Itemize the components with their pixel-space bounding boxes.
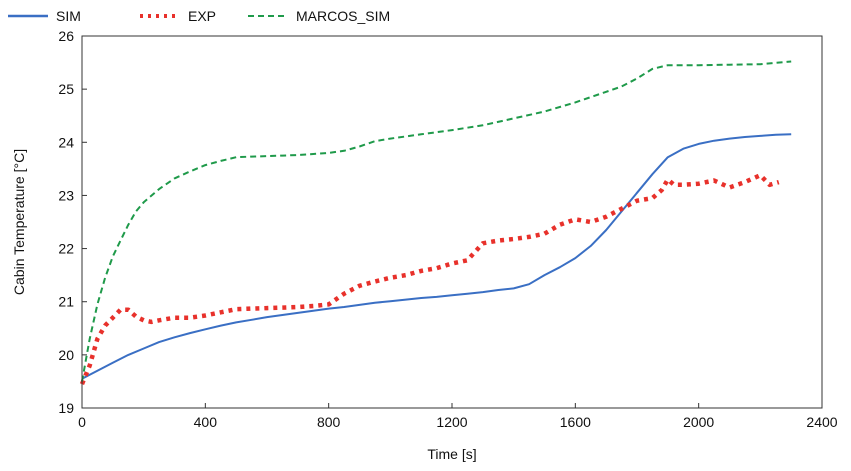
legend-label-exp: EXP (188, 8, 216, 24)
series-layer (79, 60, 792, 385)
y-tick-label: 26 (58, 28, 74, 44)
x-tick-label: 1600 (560, 414, 591, 430)
y-tick-label: 25 (58, 81, 74, 97)
y-axis-label: Cabin Temperature [°C] (11, 149, 27, 295)
legend: SIM EXP MARCOS_SIM (8, 8, 390, 24)
x-axis-label: Time [s] (427, 446, 476, 462)
series-line-sim (81, 133, 792, 380)
y-axis: 19 20 21 22 23 24 25 26 (58, 28, 87, 416)
legend-label-marcos-sim: MARCOS_SIM (296, 8, 390, 24)
x-tick-label: 1200 (436, 414, 467, 430)
y-tick-label: 24 (58, 134, 74, 150)
x-tick-label: 0 (78, 414, 86, 430)
y-tick-label: 20 (58, 347, 74, 363)
x-tick-label: 400 (194, 414, 218, 430)
y-tick-label: 21 (58, 294, 74, 310)
legend-item-exp: EXP (140, 8, 216, 24)
legend-item-sim: SIM (8, 8, 81, 24)
legend-item-marcos-sim: MARCOS_SIM (248, 8, 390, 24)
x-tick-label: 800 (317, 414, 341, 430)
plot-frame (81, 35, 823, 409)
x-axis: 0 400 800 1200 1600 2000 2400 (78, 403, 838, 430)
legend-label-sim: SIM (56, 8, 81, 24)
y-tick-label: 19 (58, 400, 74, 416)
series-line-exp (79, 172, 780, 385)
series-line-marcos-sim (81, 60, 792, 382)
y-tick-label: 23 (58, 187, 74, 203)
y-tick-label: 22 (58, 241, 74, 257)
x-tick-label: 2000 (683, 414, 714, 430)
x-tick-label: 2400 (806, 414, 837, 430)
